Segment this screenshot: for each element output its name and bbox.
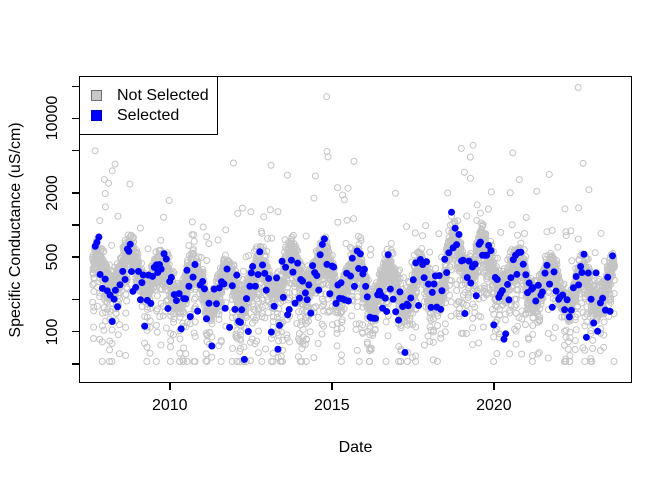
legend-box: Not Selected Selected [79,76,218,135]
y-tick-mark [72,117,79,120]
legend-item-selected: Selected [91,106,217,126]
y-tick-mark [72,256,79,258]
x-tick-mark [493,383,495,390]
y-tick-label: 10000 [44,96,61,141]
x-tick-label: 2015 [314,397,350,414]
y-tick-label: 500 [44,243,61,271]
y-axis-title: Specific Conductance (uS/cm) [7,122,24,338]
y-tick-mark [72,85,79,88]
y-tick-mark [72,149,79,152]
not-selected-swatch-icon [91,90,102,101]
legend-item-not-selected: Not Selected [91,86,217,106]
legend-label-not-selected: Not Selected [117,86,209,104]
y-tick-label: 2000 [44,175,61,211]
selected-swatch-icon [91,110,102,121]
legend-label-selected: Selected [117,106,180,124]
y-tick-label: 100 [44,318,61,346]
y-tick-mark [72,363,79,365]
y-tick-mark [72,192,79,194]
y-tick-mark [72,330,79,333]
x-tick-label: 2020 [476,397,512,414]
plot-border [79,76,632,383]
x-tick-mark [169,383,171,390]
y-tick-mark [72,298,79,301]
y-tick-mark [72,224,79,226]
x-tick-label: 2010 [151,397,188,414]
x-axis-title: Date [338,439,373,456]
x-tick-mark [331,383,333,390]
